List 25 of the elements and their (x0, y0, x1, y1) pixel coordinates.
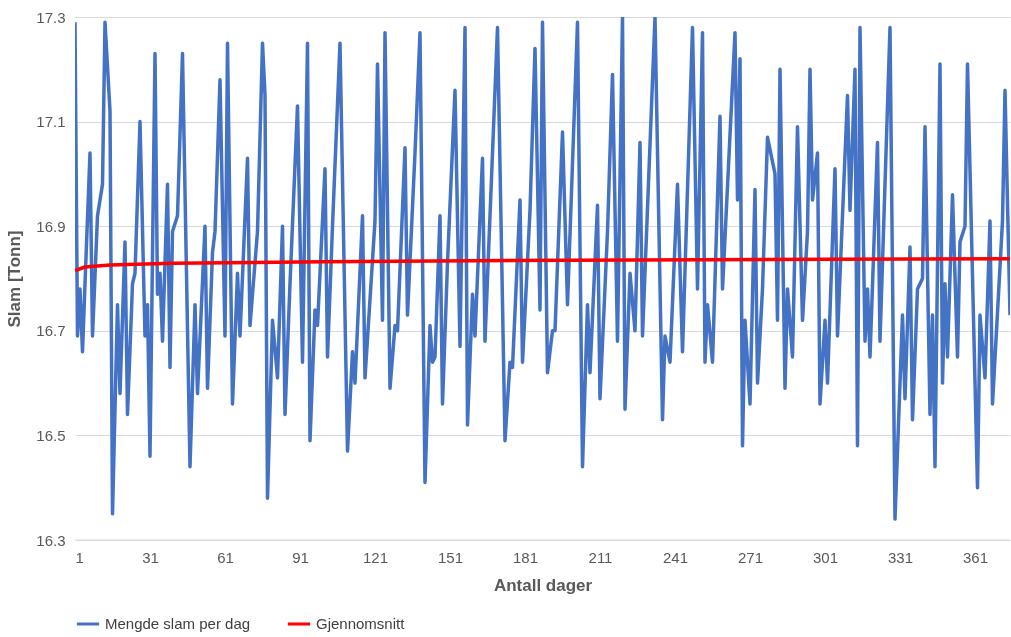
x-axis-title: Antall dager (493, 575, 593, 595)
x-tick-label: 1 (75, 548, 84, 566)
x-tick-label: 211 (588, 548, 613, 566)
y-tick-label: 16.5 (36, 426, 66, 444)
line-series (75, 256, 1010, 273)
x-tick-label: 91 (292, 548, 309, 566)
y-tick-label: 16.3 (36, 531, 66, 549)
x-tick-label: 181 (512, 548, 539, 566)
x-tick-label: 301 (812, 548, 839, 566)
y-tick-label: 16.7 (36, 322, 66, 340)
legend-label: Mengde slam per dag (105, 615, 251, 632)
x-tick-label: 61 (217, 548, 234, 566)
x-tick-label: 241 (662, 548, 689, 566)
x-tick-label: 361 (962, 548, 989, 566)
x-tick-label: 121 (362, 548, 389, 566)
x-tick-label: 331 (887, 548, 914, 566)
x-tick-label: 31 (142, 548, 159, 566)
x-tick-label: 271 (737, 548, 764, 566)
legend-label: Gjennomsnitt (316, 615, 406, 632)
y-tick-label: 17.1 (36, 113, 66, 131)
line-series (75, 17, 1010, 521)
y-tick-label: 17.3 (36, 8, 66, 26)
y-tick-label: 16.9 (36, 217, 66, 235)
y-axis-title: Slam [Tonn] (5, 230, 25, 328)
x-tick-label: 151 (437, 548, 464, 566)
